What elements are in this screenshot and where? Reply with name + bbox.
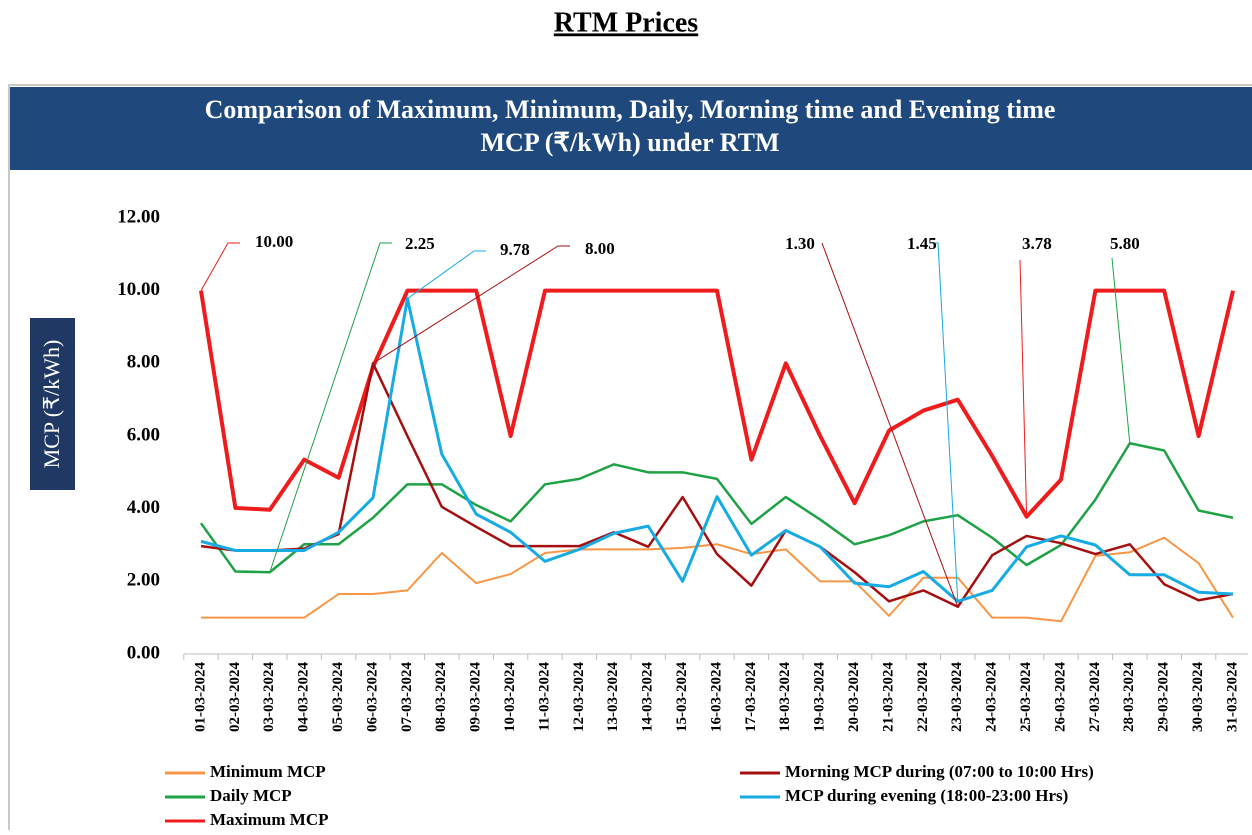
annotation-label: 2.25	[405, 234, 435, 253]
legend-label: Maximum MCP	[210, 810, 329, 829]
y-tick-label: 8.00	[127, 352, 160, 373]
y-label-box	[30, 318, 75, 490]
x-tick-label: 28-03-2024	[1121, 662, 1137, 732]
annotation-leader	[200, 242, 240, 291]
x-tick-label: 13-03-2024	[605, 662, 621, 732]
x-tick-label: 30-03-2024	[1190, 662, 1206, 732]
x-tick-label: 27-03-2024	[1087, 662, 1103, 732]
header-band	[10, 87, 1252, 170]
chart-frame	[8, 84, 1252, 835]
annotation-label: 1.45	[907, 234, 937, 253]
annotation-label: 5.80	[1110, 234, 1140, 253]
annotation-leader	[930, 242, 959, 602]
series-line	[201, 536, 1234, 623]
annotation-label: 10.00	[255, 232, 293, 251]
x-tick-label: 01-03-2024	[192, 662, 208, 732]
y-tick-label: 2.00	[127, 570, 160, 591]
annotation-label: 1.30	[785, 234, 815, 253]
annotation-label: 9.78	[500, 240, 530, 259]
legend-label: Minimum MCP	[210, 762, 326, 781]
y-tick-label: 4.00	[127, 497, 160, 518]
annotation-leader	[1019, 259, 1028, 517]
annotation-leader	[821, 242, 959, 607]
y-tick-label: 10.00	[117, 279, 160, 300]
x-tick-label: 15-03-2024	[674, 662, 690, 732]
x-tick-label: 22-03-2024	[915, 662, 931, 732]
x-tick-label: 12-03-2024	[571, 662, 587, 732]
x-tick-label: 14-03-2024	[640, 662, 656, 732]
x-tick-label: 02-03-2024	[227, 662, 243, 732]
y-tick-label: 0.00	[127, 642, 160, 663]
legend-label: Morning MCP during (07:00 to 10:00 Hrs)	[785, 762, 1094, 781]
series-line	[199, 442, 1234, 574]
x-tick-label: 09-03-2024	[468, 662, 484, 732]
x-tick-label: 24-03-2024	[984, 662, 1000, 732]
x-tick-label: 03-03-2024	[261, 662, 277, 732]
x-tick-label: 31-03-2024	[1224, 662, 1240, 732]
x-tick-label: 18-03-2024	[777, 662, 793, 732]
annotation-leader	[269, 242, 392, 573]
annotation-leader	[1111, 257, 1131, 444]
legend-label: MCP during evening (18:00-23:00 Hrs)	[785, 786, 1068, 805]
x-tick-label: 05-03-2024	[330, 662, 346, 732]
x-tick-label: 08-03-2024	[433, 662, 449, 732]
x-tick-label: 20-03-2024	[846, 662, 862, 732]
x-tick-label: 21-03-2024	[880, 662, 896, 732]
x-tick-label: 25-03-2024	[1018, 662, 1034, 732]
annotation-leader	[372, 245, 570, 364]
page-title: RTM Prices	[554, 7, 699, 38]
x-tick-label: 23-03-2024	[949, 662, 965, 732]
chart-title: Comparison of Maximum, Minimum, Daily, M…	[205, 95, 1056, 124]
x-tick-label: 11-03-2024	[536, 662, 552, 732]
x-tick-label: 10-03-2024	[502, 662, 518, 732]
legend-label: Daily MCP	[210, 786, 292, 805]
series-line	[200, 297, 1234, 603]
x-tick-label: 04-03-2024	[296, 662, 312, 732]
annotation-label: 3.78	[1022, 234, 1052, 253]
annotation-leader	[407, 250, 486, 300]
y-axis-label: MCP (₹/kWh)	[39, 340, 64, 469]
x-tick-label: 17-03-2024	[743, 662, 759, 732]
x-tick-label: 06-03-2024	[364, 662, 380, 732]
x-tick-label: 26-03-2024	[1052, 662, 1068, 732]
x-tick-label: 19-03-2024	[812, 662, 828, 732]
x-tick-label: 16-03-2024	[708, 662, 724, 732]
annotation-label: 8.00	[585, 239, 615, 258]
y-tick-label: 12.00	[117, 206, 160, 227]
x-tick-label: 29-03-2024	[1156, 662, 1172, 732]
y-tick-label: 6.00	[127, 424, 160, 445]
chart-title: MCP (₹/kWh) under RTM	[481, 128, 780, 157]
x-tick-label: 07-03-2024	[399, 662, 415, 732]
